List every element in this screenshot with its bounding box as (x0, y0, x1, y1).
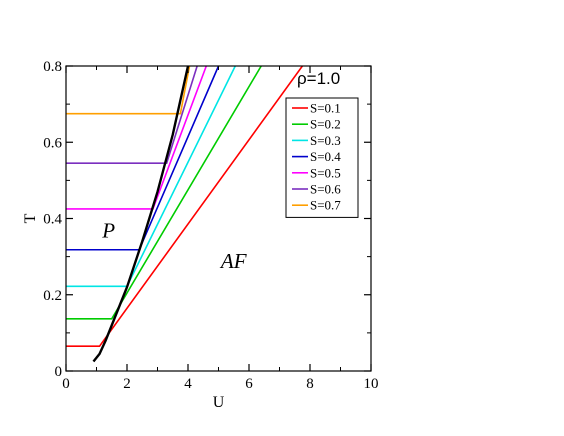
x-axis-title: U (213, 394, 225, 411)
legend-label: S=0.5 (310, 165, 341, 180)
x-tick-label: 2 (123, 376, 131, 392)
x-tick-label: 8 (306, 376, 314, 392)
legend-label: S=0.4 (310, 149, 341, 164)
y-axis-title: T (22, 213, 39, 223)
legend-label: S=0.7 (310, 198, 341, 213)
series-line-s-0-2 (66, 66, 262, 320)
legend-label: S=0.2 (310, 117, 341, 132)
y-tick-label: 0.6 (43, 135, 62, 151)
density-annotation: ρ=1.0 (297, 69, 340, 88)
series-line-s-0-1 (66, 66, 304, 348)
y-tick-label: 0.4 (43, 212, 62, 228)
legend-label: S=0.3 (310, 133, 341, 148)
phase-boundary-line (92, 66, 190, 363)
y-tick-label: 0.8 (43, 59, 62, 75)
x-tick-label: 0 (62, 376, 70, 392)
legend-label: S=0.6 (310, 182, 341, 197)
x-tick-label: 10 (364, 376, 379, 392)
legend-box (285, 97, 359, 218)
region-label-p: P (101, 219, 115, 243)
region-label-af: AF (219, 249, 247, 273)
y-tick-label: 0 (55, 364, 63, 380)
x-tick-label: 6 (245, 376, 253, 392)
x-tick-label: 4 (184, 376, 192, 392)
series-line-s-0-7 (66, 66, 191, 115)
series-line-s-0-6 (66, 66, 198, 165)
legend-label: S=0.1 (310, 101, 341, 116)
y-tick-label: 0.2 (43, 288, 62, 304)
